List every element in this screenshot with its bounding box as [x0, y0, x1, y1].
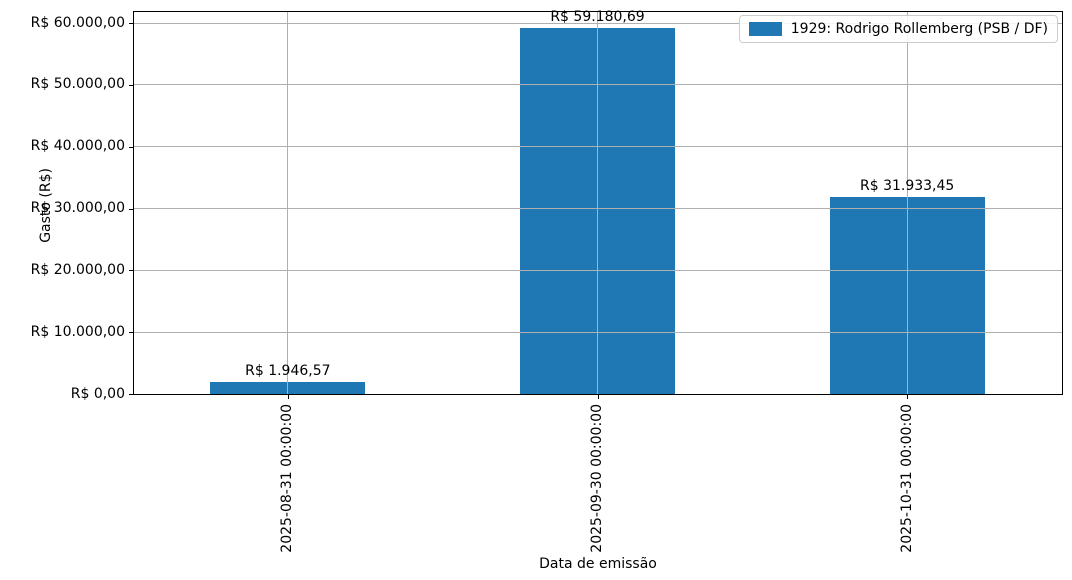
gridline-vertical: [597, 11, 598, 394]
y-tick-mark: [129, 394, 133, 395]
legend-label: 1929: Rodrigo Rollemberg (PSB / DF): [790, 21, 1048, 37]
x-tick-mark: [597, 395, 599, 399]
y-tick-label: R$ 30.000,00: [30, 200, 125, 216]
legend: 1929: Rodrigo Rollemberg (PSB / DF): [738, 15, 1058, 43]
gridline-vertical: [287, 11, 289, 394]
x-tick-mark: [907, 395, 909, 399]
y-tick-mark: [129, 270, 133, 272]
y-axis-label: Gasto (R$): [38, 168, 54, 243]
bar-value-label: R$ 1.946,57: [245, 362, 331, 379]
y-tick-label: R$ 50.000,00: [30, 76, 125, 93]
y-tick-label: R$ 60.000,00: [30, 14, 125, 31]
y-tick-mark: [129, 208, 133, 210]
x-axis-label: Data de emissão: [539, 556, 657, 572]
x-tick-label: 2025-10-31 00:00:00: [898, 404, 915, 553]
y-tick-mark: [129, 23, 133, 24]
x-tick-mark: [287, 395, 289, 399]
x-tick-label: 2025-08-31 00:00:00: [279, 404, 296, 553]
gridline-vertical: [906, 11, 908, 394]
y-tick-mark: [129, 84, 133, 86]
y-tick-mark: [129, 332, 133, 334]
bar-value-label: R$ 31.933,45: [859, 177, 955, 194]
y-tick-label: R$ 10.000,00: [30, 323, 125, 340]
y-tick-label: R$ 40.000,00: [30, 138, 125, 155]
y-tick-label: R$ 20.000,00: [30, 261, 125, 278]
y-tick-label: R$ 0,00: [70, 385, 125, 402]
legend-swatch: [748, 22, 782, 36]
x-tick-label: 2025-09-30 00:00:00: [589, 404, 605, 553]
bar-value-label: R$ 59.180,69: [550, 9, 645, 26]
y-tick-mark: [129, 146, 133, 148]
